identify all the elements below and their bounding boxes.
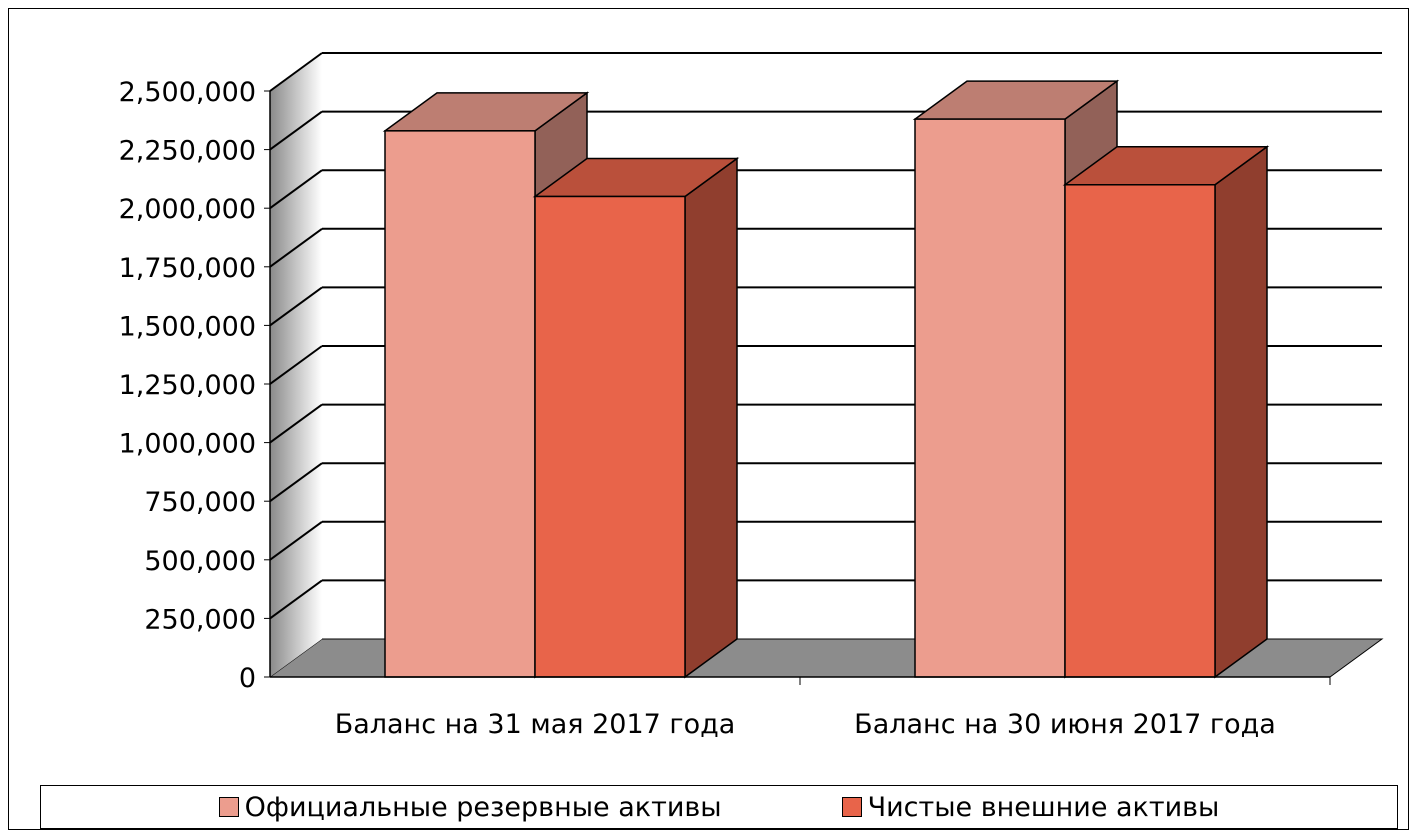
legend-swatch-net: [841, 797, 862, 817]
y-tick-label: 2,000,000: [119, 194, 256, 225]
y-tick-label: 2,500,000: [119, 77, 256, 108]
y-tick-label: 2,250,000: [119, 136, 256, 167]
y-tick-label: 750,000: [144, 487, 256, 518]
bar-reserve-front: [384, 130, 536, 678]
bar-net: [532, 157, 740, 679]
gridline-side: [269, 403, 323, 444]
bar-net-side: [1214, 145, 1268, 679]
legend-label-net: Чистые внешние активы: [867, 791, 1220, 823]
x-category-label: Баланс на 31 мая 2017 года: [335, 709, 736, 740]
gridline-side: [269, 227, 323, 268]
gridline-side: [269, 462, 323, 503]
gridline-side: [269, 579, 323, 620]
y-tick-label: 0: [239, 663, 256, 694]
gridline-side: [269, 345, 323, 385]
gridline-side: [269, 52, 323, 92]
bar-net-front: [534, 195, 686, 678]
y-tick-label: 500,000: [144, 546, 256, 577]
legend-swatch-reserve: [218, 797, 239, 817]
gridline-side: [269, 169, 323, 210]
legend-item-reserve: Официальные резервные активы: [218, 791, 722, 823]
y-tick-label: 1,750,000: [119, 253, 256, 284]
legend-label-reserve: Официальные резервные активы: [244, 791, 722, 823]
gridline-side: [269, 110, 323, 151]
y-tick-label: 250,000: [144, 604, 256, 635]
y-tick-label: 1,500,000: [119, 311, 256, 342]
x-category-label: Баланс на 30 июня 2017 года: [854, 709, 1276, 740]
bar-reserve-front: [914, 118, 1066, 678]
y-tick-label: 1,250,000: [119, 370, 256, 401]
bar-net: [1062, 145, 1270, 679]
legend: Официальные резервные активы Чистые внеш…: [40, 785, 1398, 829]
bar-net-side: [684, 157, 738, 679]
gridline-side: [269, 286, 323, 327]
legend-item-net: Чистые внешние активы: [841, 791, 1220, 823]
y-tick-label: 1,000,000: [119, 429, 256, 460]
bar-net-front: [1064, 184, 1216, 678]
gridline-side: [269, 520, 323, 561]
